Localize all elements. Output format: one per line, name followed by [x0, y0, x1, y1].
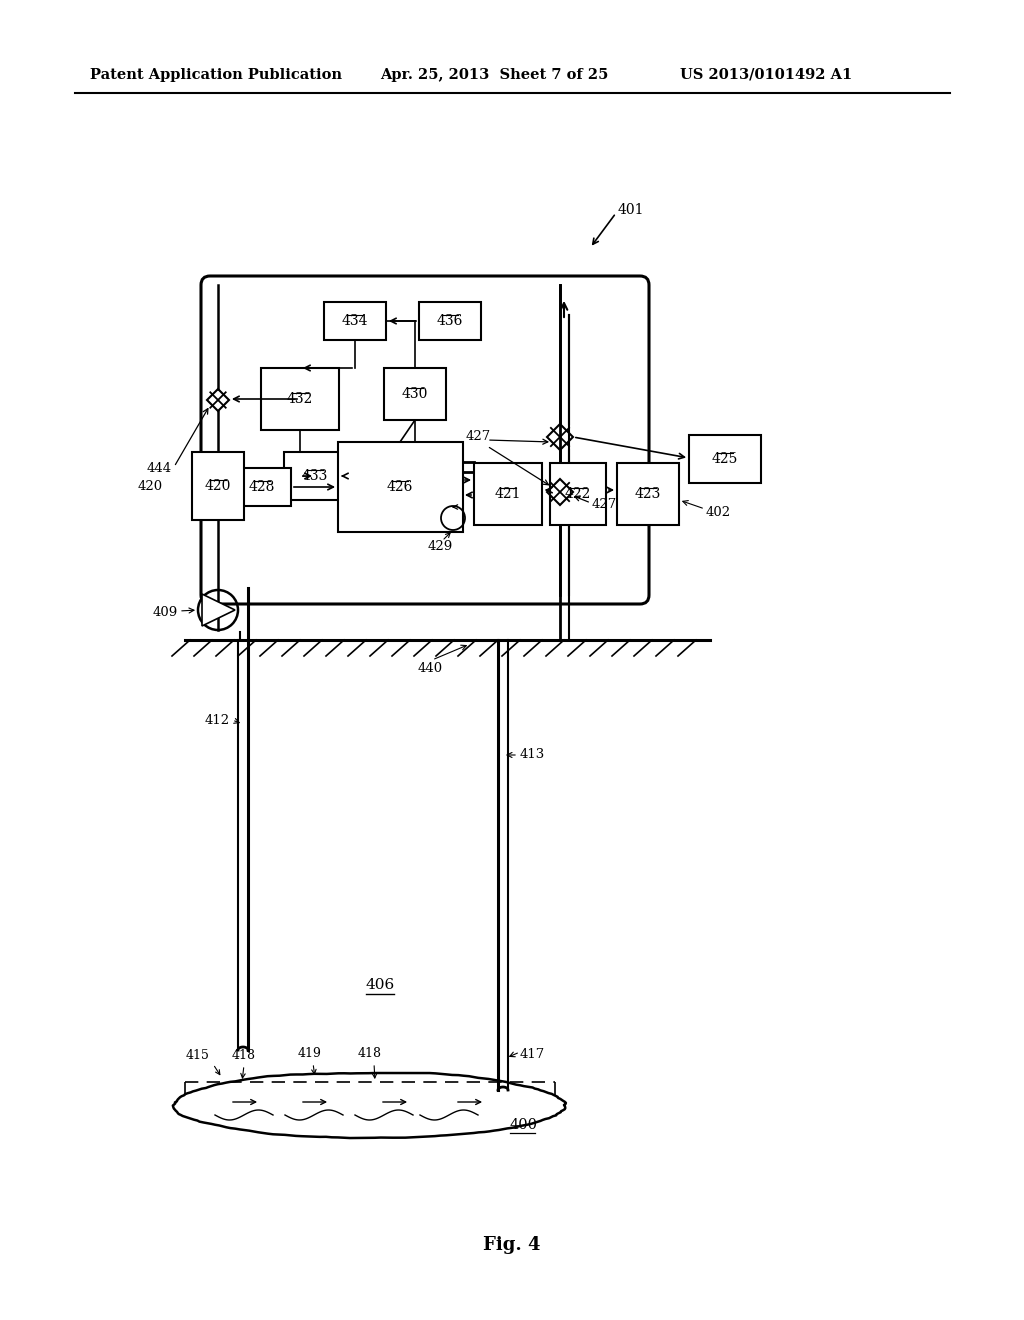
Text: 400: 400 — [510, 1118, 538, 1133]
Bar — [474, 463, 542, 525]
Text: 415: 415 — [186, 1049, 210, 1063]
Bar — [617, 463, 679, 525]
Text: 420: 420 — [205, 479, 231, 492]
Text: 430: 430 — [401, 387, 428, 401]
Text: 422: 422 — [565, 487, 591, 502]
Text: Fig. 4: Fig. 4 — [483, 1236, 541, 1254]
Text: 420: 420 — [138, 479, 163, 492]
Text: Apr. 25, 2013  Sheet 7 of 25: Apr. 25, 2013 Sheet 7 of 25 — [380, 69, 608, 82]
Text: 426: 426 — [387, 480, 414, 494]
Text: 419: 419 — [298, 1047, 322, 1060]
Text: 425: 425 — [712, 451, 738, 466]
Polygon shape — [202, 594, 234, 626]
Text: 434: 434 — [342, 314, 369, 327]
Text: 402: 402 — [706, 506, 731, 519]
Bar — [550, 463, 606, 525]
Text: 427: 427 — [592, 499, 617, 511]
Text: 444: 444 — [146, 462, 172, 474]
Text: 433: 433 — [302, 469, 328, 483]
Text: 440: 440 — [418, 663, 442, 675]
Text: 427: 427 — [465, 430, 490, 444]
Text: 423: 423 — [635, 487, 662, 502]
Bar — [338, 442, 463, 532]
Bar — [261, 368, 339, 430]
Text: 421: 421 — [495, 487, 521, 502]
Text: 406: 406 — [366, 978, 394, 993]
Text: Patent Application Publication: Patent Application Publication — [90, 69, 342, 82]
Text: 428: 428 — [249, 480, 275, 494]
Text: 418: 418 — [232, 1049, 256, 1063]
Text: 418: 418 — [358, 1047, 382, 1060]
Text: 401: 401 — [618, 203, 644, 216]
Text: 412: 412 — [205, 714, 230, 726]
Text: 409: 409 — [153, 606, 178, 619]
Bar — [284, 451, 346, 500]
Text: 436: 436 — [437, 314, 463, 327]
Text: 417: 417 — [520, 1048, 545, 1061]
Bar — [233, 469, 291, 506]
Bar — [384, 368, 446, 420]
Bar — [419, 302, 481, 341]
Text: US 2013/0101492 A1: US 2013/0101492 A1 — [680, 69, 852, 82]
Bar — [324, 302, 386, 341]
Bar — [689, 436, 761, 483]
Text: 432: 432 — [287, 392, 313, 407]
Bar — [193, 451, 244, 520]
Text: 413: 413 — [520, 748, 545, 762]
Text: 429: 429 — [427, 540, 453, 553]
